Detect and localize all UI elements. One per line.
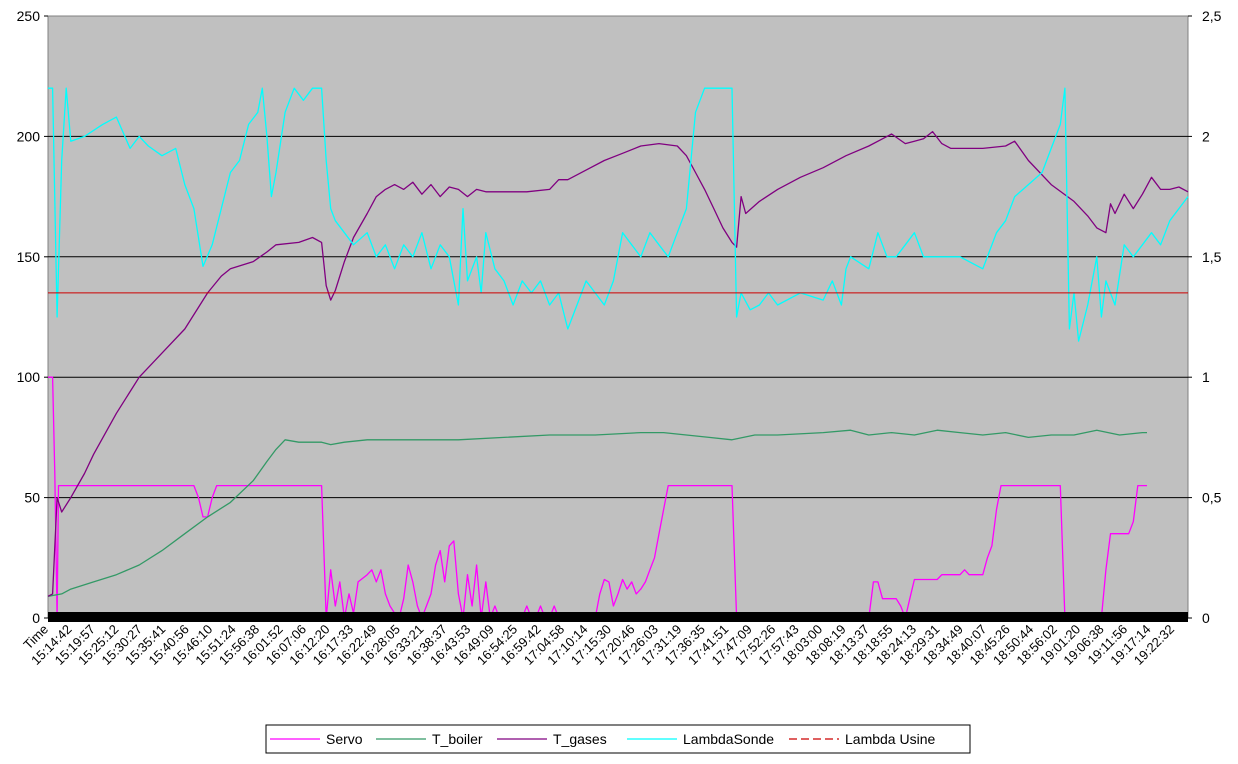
right-tick-label: 2 — [1202, 128, 1210, 144]
right-tick-label: 1,5 — [1202, 249, 1222, 265]
legend-label: LambdaSonde — [683, 731, 774, 747]
legend-items: Servo T_boiler T_gases LambdaSonde Lambda Us… — [270, 731, 935, 747]
series-line-lambdasonde — [48, 87, 1189, 342]
x-axis-band — [48, 612, 1188, 622]
legend: Servo T_boiler T_gases LambdaSonde Lambda Us… — [265, 724, 971, 754]
right-tick-label: 0 — [1202, 610, 1210, 626]
series-line-t-gases — [47, 130, 1189, 597]
legend-label: T_gases — [553, 731, 607, 747]
right-tick-label: 0,5 — [1202, 490, 1222, 506]
plot-area — [47, 15, 1189, 619]
left-tick-label: 150 — [17, 249, 41, 265]
left-tick-label: 100 — [17, 369, 41, 385]
right-tick-label: 1 — [1202, 369, 1210, 385]
legend-label: Lambda Usine — [845, 731, 935, 747]
left-tick-label: 250 — [17, 8, 41, 24]
x-axis: Time15:14:4215:19:5715:25:1215:30:2715:3… — [20, 622, 1177, 668]
legend-label: T_boiler — [432, 731, 483, 747]
right-axis: 0 0,5 1 1,5 2 2,5 — [1188, 8, 1222, 626]
series-line-t-boiler — [47, 429, 1147, 597]
left-axis: 0 50 100 150 200 250 — [17, 8, 48, 626]
left-tick-label: 0 — [32, 610, 40, 626]
right-tick-label: 2,5 — [1202, 8, 1222, 24]
left-tick-label: 200 — [17, 128, 41, 144]
left-tick-label: 50 — [24, 490, 40, 506]
legend-label: Servo — [326, 731, 363, 747]
